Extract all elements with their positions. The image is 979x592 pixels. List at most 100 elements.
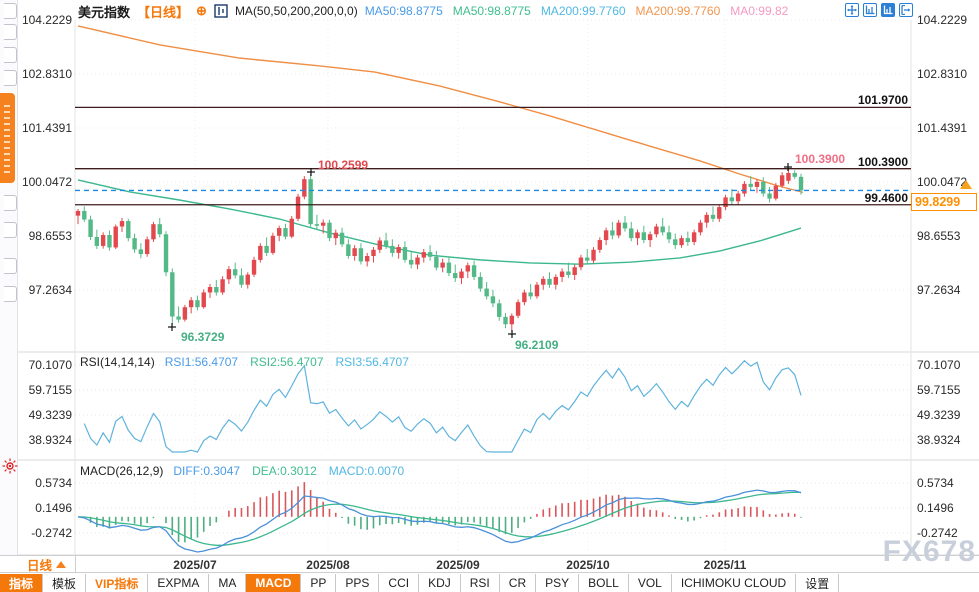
candle-body bbox=[113, 226, 118, 248]
tab-settings[interactable]: 设置 bbox=[796, 574, 840, 592]
left-toolbar bbox=[0, 0, 18, 555]
candle-body bbox=[126, 221, 131, 239]
period-selector[interactable]: 日线 bbox=[18, 556, 76, 573]
tab-ma[interactable]: MA bbox=[209, 574, 247, 592]
candle-body bbox=[295, 196, 301, 219]
tool-icon[interactable] bbox=[4, 70, 17, 86]
candle-body bbox=[497, 303, 502, 317]
pan-icon[interactable] bbox=[845, 3, 859, 17]
candle-body bbox=[754, 181, 760, 187]
macd-dea-line bbox=[77, 491, 802, 546]
ma50-line bbox=[77, 179, 802, 265]
ma200-line bbox=[77, 25, 804, 194]
candle-body bbox=[792, 172, 797, 177]
candle-body bbox=[509, 315, 515, 325]
ma-value: MA50:98.8775 bbox=[364, 4, 443, 18]
rsi-axis-label-right: 59.7155 bbox=[917, 383, 961, 397]
tool-icon[interactable] bbox=[4, 222, 17, 238]
tab-cr[interactable]: CR bbox=[500, 574, 537, 592]
price-axis-label-left: 101.4391 bbox=[21, 121, 72, 135]
candle-body bbox=[459, 271, 464, 279]
period-up-icon bbox=[56, 561, 66, 568]
collapse-right-icon[interactable] bbox=[899, 3, 913, 17]
candle-body bbox=[729, 197, 735, 202]
candle-body bbox=[245, 274, 250, 285]
scale-axis-icon[interactable] bbox=[863, 3, 877, 17]
rsi-title: RSI(14,14,14) bbox=[80, 355, 155, 369]
active-tool-tab[interactable] bbox=[0, 93, 15, 183]
candle-body bbox=[434, 256, 439, 268]
tool-icon[interactable] bbox=[4, 286, 17, 302]
candle-body bbox=[151, 224, 156, 240]
tab-ichimoku-cloud[interactable]: ICHIMOKU CLOUD bbox=[672, 574, 797, 592]
tool-icon[interactable] bbox=[4, 24, 17, 40]
tool-icon[interactable] bbox=[4, 258, 17, 274]
tool-icon[interactable] bbox=[4, 47, 17, 63]
macd-axis-label-left: 0.1496 bbox=[35, 501, 72, 515]
candle-body bbox=[629, 228, 634, 239]
alert-target-icon[interactable] bbox=[2, 458, 18, 474]
scale-axis-active-icon[interactable] bbox=[881, 3, 895, 17]
candle-body bbox=[320, 222, 326, 226]
tab-boll[interactable]: BOLL bbox=[579, 574, 629, 592]
candle-body bbox=[465, 265, 470, 272]
x-axis-row: 日线 2025/07 2025/08 2025/09 2025/10 2025/11 bbox=[0, 555, 979, 573]
candle-body bbox=[798, 176, 804, 191]
candle-body bbox=[610, 230, 615, 236]
candle-body bbox=[446, 262, 452, 274]
macd-value: DIFF:0.3047 bbox=[173, 464, 241, 478]
candle-body bbox=[616, 222, 621, 236]
candle-body bbox=[490, 296, 496, 304]
x-axis-label: 2025/10 bbox=[566, 558, 610, 572]
candle-body bbox=[597, 240, 603, 250]
candle-body bbox=[314, 224, 320, 226]
candle-body bbox=[723, 197, 728, 208]
tab-vip-indicators[interactable]: VIP指标 bbox=[86, 574, 149, 592]
tab-pps[interactable]: PPS bbox=[336, 574, 380, 592]
tab-vol[interactable]: VOL bbox=[629, 574, 672, 592]
candle-body bbox=[107, 235, 112, 248]
candle-body bbox=[427, 252, 433, 257]
candle-body bbox=[289, 218, 294, 237]
tab-cci[interactable]: CCI bbox=[379, 574, 420, 592]
candle-body bbox=[691, 232, 697, 243]
candle-body bbox=[515, 302, 521, 316]
tab-expma[interactable]: EXPMA bbox=[148, 574, 210, 592]
tab-kdj[interactable]: KDJ bbox=[419, 574, 461, 592]
candle-body bbox=[591, 249, 596, 261]
chart-type-icon[interactable] bbox=[214, 4, 228, 18]
tool-icon[interactable] bbox=[4, 3, 17, 19]
rsi-value: RSI3:56.4707 bbox=[335, 355, 409, 369]
candle-body bbox=[182, 307, 188, 320]
candle-body bbox=[735, 193, 741, 202]
candle-body bbox=[232, 269, 238, 276]
candle-body bbox=[75, 210, 81, 216]
tab-templates[interactable]: 模板 bbox=[43, 574, 87, 592]
period-selector-label: 日线 bbox=[26, 559, 52, 573]
candle-body bbox=[352, 248, 357, 256]
extreme-annotation: 100.2599 bbox=[318, 158, 369, 172]
add-indicator-icon[interactable]: ⊕ bbox=[196, 3, 207, 18]
tab-rsi[interactable]: RSI bbox=[461, 574, 500, 592]
tab-macd[interactable]: MACD bbox=[246, 574, 302, 592]
candle-body bbox=[704, 214, 709, 223]
tab-pp[interactable]: PP bbox=[301, 574, 337, 592]
tab-indicators[interactable]: 指标 bbox=[0, 574, 44, 592]
candle-body bbox=[157, 224, 162, 235]
candle-body bbox=[339, 232, 345, 245]
watermark: FX678 bbox=[882, 535, 976, 568]
candle-body bbox=[251, 259, 257, 275]
tool-icon[interactable] bbox=[4, 195, 17, 211]
price-axis-label-left: 100.0472 bbox=[21, 175, 72, 189]
candle-body bbox=[522, 292, 527, 303]
x-axis-label: 2025/07 bbox=[173, 558, 217, 572]
tab-psy[interactable]: PSY bbox=[536, 574, 580, 592]
candle-body bbox=[786, 172, 791, 181]
candle-body bbox=[358, 248, 364, 262]
candle-body bbox=[409, 259, 414, 265]
candle-body bbox=[207, 287, 213, 293]
macd-value: DEA:0.3012 bbox=[252, 464, 317, 478]
candle-body bbox=[94, 236, 100, 246]
candle-body bbox=[195, 300, 200, 308]
